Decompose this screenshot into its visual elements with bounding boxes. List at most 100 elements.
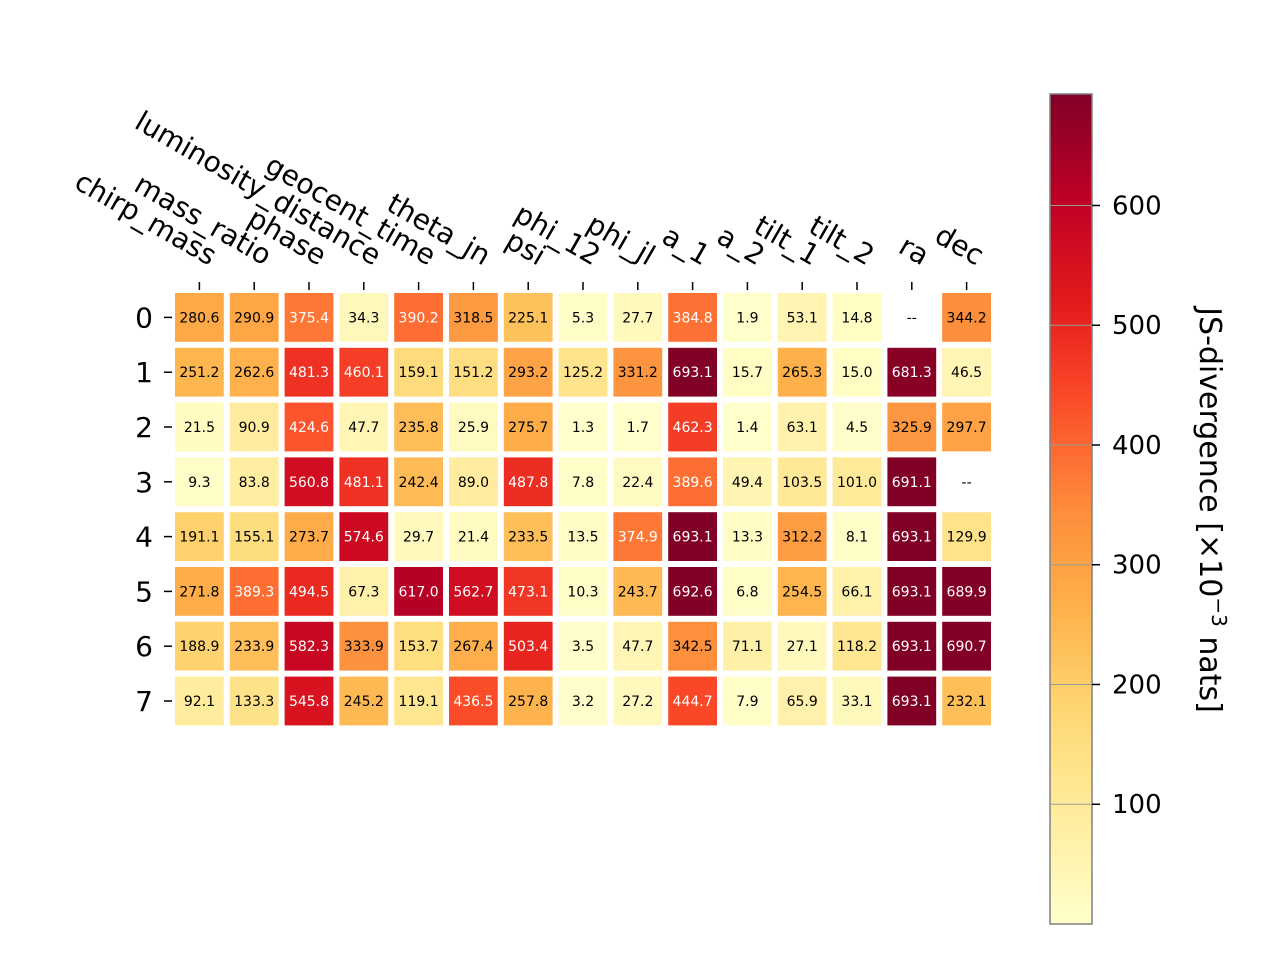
heatmap-cell <box>887 567 937 616</box>
heatmap-cell <box>339 512 389 561</box>
cell-value-label: 280.6 <box>179 310 219 326</box>
heatmap-cell <box>394 293 443 342</box>
heatmap-cell <box>229 512 279 561</box>
cell-value-label: 119.1 <box>399 694 439 710</box>
cell-value-label: 25.9 <box>458 420 489 436</box>
heatmap-cell <box>723 621 772 671</box>
heatmap-cell <box>229 347 279 397</box>
cell-value-label: 331.2 <box>618 365 658 381</box>
cell-value-label: 681.3 <box>892 365 932 381</box>
heatmap-cell <box>394 347 443 397</box>
heatmap-cell <box>175 293 224 342</box>
colorbar-tick-label: 600 <box>1112 191 1162 221</box>
heatmap-cell <box>394 676 443 726</box>
heatmap-cell <box>777 512 827 561</box>
heatmap-cell <box>777 676 827 726</box>
cell-value-label: 503.4 <box>508 639 548 655</box>
heatmap-cell <box>668 402 717 452</box>
cell-value-label: 89.0 <box>458 475 489 491</box>
cell-value-label: 34.3 <box>348 310 379 326</box>
heatmap-cell <box>832 293 882 342</box>
heatmap-cell <box>942 402 991 452</box>
heatmap-cells: 280.6 290.9 375.4 34.3 390.2 318.5 225.1 5.3 27.… <box>175 293 991 726</box>
heatmap-cell <box>175 512 224 561</box>
heatmap-cell <box>668 621 717 671</box>
cell-value-label: 14.8 <box>841 310 872 326</box>
row-label: 2 <box>135 411 153 444</box>
heatmap-cell <box>942 567 991 616</box>
cell-value-label: 297.7 <box>947 420 987 436</box>
cell-value-label: 225.1 <box>508 310 548 326</box>
cell-value-label: 27.7 <box>622 310 653 326</box>
colorbar-label: JS-divergence [×10−3 nats] <box>1192 305 1231 713</box>
heatmap-cell <box>723 293 772 342</box>
cell-value-label: 103.5 <box>782 475 822 491</box>
heatmap-cell <box>339 457 389 507</box>
cell-value-label: 562.7 <box>453 584 493 600</box>
heatmap-cell <box>613 293 663 342</box>
cell-value-label: 693.1 <box>892 584 932 600</box>
heatmap-cell <box>887 512 937 561</box>
heatmap-cell <box>449 402 498 452</box>
heatmap-cell <box>394 512 443 561</box>
heatmap-cell <box>887 347 937 397</box>
cell-value-label: 71.1 <box>732 639 763 655</box>
cell-value-label: 21.4 <box>458 530 489 546</box>
cell-value-label: 462.3 <box>673 420 713 436</box>
cell-value-label: 6.8 <box>736 584 758 600</box>
column-label: ra <box>893 229 934 272</box>
heatmap-cell <box>887 457 937 507</box>
cell-value-label: 101.0 <box>837 475 877 491</box>
heatmap-cell <box>229 676 279 726</box>
row-labels: 0 1 2 3 4 5 6 7 <box>135 301 172 718</box>
cell-value-label: 257.8 <box>508 694 548 710</box>
heatmap-cell <box>723 676 772 726</box>
heatmap-cell <box>175 621 224 671</box>
cell-value-label: 389.3 <box>234 584 274 600</box>
colorbar-tick-label: 200 <box>1112 670 1162 700</box>
cell-value-label: 481.3 <box>289 365 329 381</box>
cell-value-label: 66.1 <box>841 584 872 600</box>
cell-value-label: 1.4 <box>736 420 758 436</box>
cell-value-label: 49.4 <box>732 475 763 491</box>
cell-value-label: 83.8 <box>239 475 270 491</box>
cell-value-label: 232.1 <box>947 694 987 710</box>
cell-value-label: 1.3 <box>572 420 594 436</box>
cell-value-label: 342.5 <box>673 639 713 655</box>
heatmap-cell <box>777 293 827 342</box>
column-label: a_1 <box>657 219 716 272</box>
heatmap-cell <box>503 293 553 342</box>
heatmap-cell <box>832 347 882 397</box>
cell-value-label: 333.9 <box>344 639 384 655</box>
cell-value-label: 13.5 <box>567 530 598 546</box>
cell-value-label: 242.4 <box>399 475 439 491</box>
heatmap-cell <box>668 457 717 507</box>
heatmap-cell <box>175 567 224 616</box>
heatmap-cell <box>394 457 443 507</box>
heatmap-cell <box>558 676 608 726</box>
heatmap-cell <box>887 402 937 452</box>
heatmap-cell <box>284 347 334 397</box>
cell-value-label: 133.3 <box>234 694 274 710</box>
cell-value-label: 7.8 <box>572 475 594 491</box>
cell-value-label: 15.0 <box>841 365 872 381</box>
colorbar-tick-label: 500 <box>1112 311 1162 341</box>
heatmap-cell <box>449 676 498 726</box>
heatmap-cell <box>449 512 498 561</box>
cell-value-label: 690.7 <box>947 639 987 655</box>
cell-value-label: 67.3 <box>348 584 379 600</box>
heatmap-cell <box>339 621 389 671</box>
colorbar-label-suffix: nats] <box>1192 627 1227 713</box>
cell-value-label: 692.6 <box>673 584 713 600</box>
cell-value-label: 233.9 <box>234 639 274 655</box>
cell-value-label: 65.9 <box>787 694 818 710</box>
heatmap-cell <box>558 567 608 616</box>
heatmap-cell <box>339 567 389 616</box>
cell-value-label: 293.2 <box>508 365 548 381</box>
cell-value-label: 13.3 <box>732 530 763 546</box>
heatmap-cell <box>613 567 663 616</box>
cell-value-label: 487.8 <box>508 475 548 491</box>
colorbar-label-prefix: JS-divergence [×10 <box>1192 305 1227 597</box>
heatmap-cell <box>887 676 937 726</box>
heatmap-cell <box>668 676 717 726</box>
